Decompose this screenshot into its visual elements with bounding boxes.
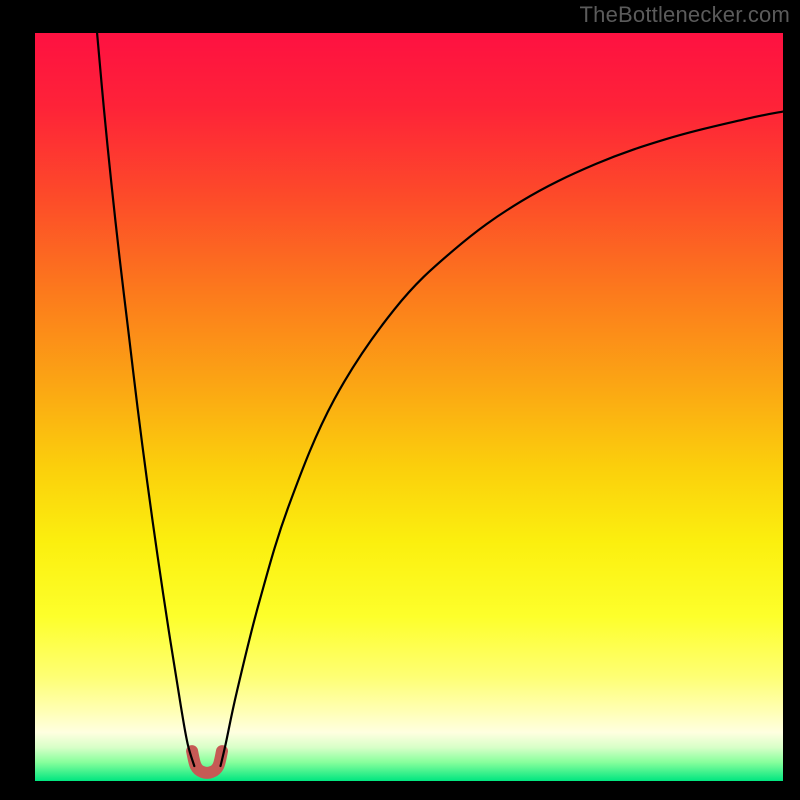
plot-background [35, 33, 783, 781]
bottleneck-plot [0, 0, 800, 800]
watermark-text: TheBottlenecker.com [580, 2, 790, 28]
chart-root: TheBottlenecker.com [0, 0, 800, 800]
